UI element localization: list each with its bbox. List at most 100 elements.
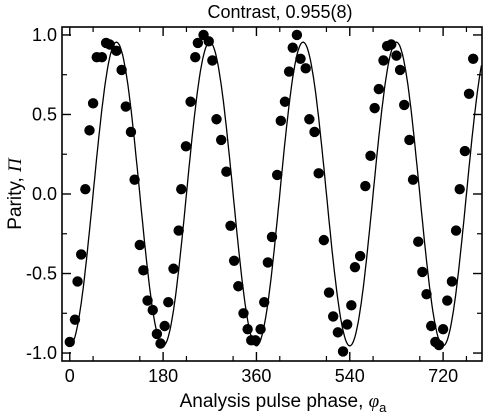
data-point (116, 64, 127, 76)
data-point (332, 327, 344, 338)
data-point (155, 338, 166, 349)
data-point (295, 53, 306, 65)
data-point (450, 225, 462, 236)
x-axis-label: Analysis pulse phase, φa (180, 391, 388, 415)
data-point (104, 39, 115, 50)
data-point (111, 45, 122, 57)
data-point (378, 55, 389, 66)
data-point (225, 220, 236, 232)
data-point (300, 63, 311, 74)
axis-ticks: 0 180 360 540 720 -1.0 -0.5 0.0 0.5 1.0 (26, 25, 482, 386)
data-point (467, 53, 479, 65)
y-tick-label: 0.5 (32, 104, 57, 124)
x-tick-label: 0 (65, 366, 75, 386)
y-tick-label: 1.0 (32, 25, 57, 45)
data-point (421, 289, 432, 300)
data-point (147, 304, 158, 316)
data-point (129, 174, 140, 185)
data-point (72, 276, 83, 287)
data-point (190, 52, 201, 63)
chart-title: Contrast, 0.955(8) (207, 2, 352, 22)
data-point (180, 141, 192, 152)
data-point (159, 320, 170, 332)
y-tick-label: 0.0 (32, 184, 57, 204)
data-point (69, 314, 81, 325)
data-point (283, 66, 295, 77)
data-point (250, 335, 261, 346)
data-point (346, 300, 357, 311)
data-point (341, 319, 353, 330)
data-point (442, 295, 453, 306)
data-point (291, 29, 303, 41)
data-point (163, 296, 174, 308)
data-point (394, 64, 406, 76)
data-point (407, 174, 419, 185)
y-axis-label-symbol: Π (5, 157, 26, 173)
data-point (417, 266, 428, 278)
data-point (413, 236, 424, 247)
fit-curve (69, 41, 483, 347)
data-point (266, 231, 278, 243)
data-point (454, 184, 465, 195)
data-point (203, 36, 214, 47)
data-point (459, 145, 471, 157)
data-points (64, 29, 479, 357)
data-point (233, 281, 244, 292)
data-point (138, 265, 149, 276)
data-point (134, 239, 145, 251)
data-point (64, 336, 75, 348)
data-point (207, 55, 218, 66)
data-point (327, 311, 339, 322)
x-tick-label: 180 (148, 366, 178, 386)
data-point (96, 52, 108, 63)
data-point (365, 150, 376, 162)
data-point (215, 134, 227, 146)
data-point (271, 169, 283, 181)
data-point (399, 99, 410, 111)
data-point (80, 184, 91, 195)
plot-frame (61, 26, 483, 362)
data-point (84, 125, 95, 136)
data-point (228, 255, 240, 266)
data-point (425, 320, 437, 332)
y-tick-label: -1.0 (26, 343, 57, 363)
data-point (337, 346, 349, 357)
x-axis-label-subscript: a (379, 400, 387, 415)
y-axis-label: Parity, Π (5, 157, 26, 230)
x-tick-label: 720 (428, 366, 458, 386)
data-point (373, 83, 385, 95)
data-point (192, 37, 204, 49)
data-point (437, 323, 449, 335)
x-tick-label: 360 (241, 366, 271, 386)
data-point (309, 126, 320, 138)
data-point (185, 96, 196, 107)
data-point (255, 323, 266, 335)
data-point (151, 328, 163, 340)
data-point (168, 263, 179, 274)
data-point (360, 180, 371, 192)
data-point (433, 339, 445, 351)
data-point (404, 134, 415, 146)
data-point (173, 225, 184, 236)
data-point (463, 88, 475, 100)
data-point (221, 166, 232, 177)
y-axis-label-text: Parity, (5, 172, 26, 230)
x-tick-label: 540 (335, 366, 365, 386)
y-tick-label: -0.5 (26, 264, 57, 284)
data-point (125, 126, 137, 138)
fit-curve-group (69, 41, 483, 347)
data-point (279, 96, 291, 107)
data-point (446, 276, 458, 287)
data-point (176, 184, 187, 195)
data-point (287, 42, 298, 53)
data-point (386, 39, 397, 50)
data-point (238, 308, 249, 319)
data-point (369, 102, 380, 114)
data-point (275, 115, 287, 127)
data-point (262, 257, 274, 268)
data-point (318, 234, 330, 246)
x-axis-label-text: Analysis pulse phase, (180, 391, 369, 412)
data-point (259, 296, 270, 308)
